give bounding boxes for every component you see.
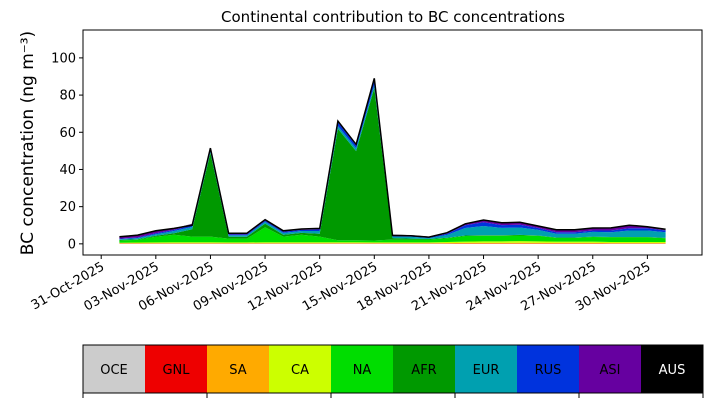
total-line-group xyxy=(119,78,666,238)
y-tick-label: 20 xyxy=(59,200,76,215)
legend-label-ca: CA xyxy=(291,363,309,378)
stacked-areas xyxy=(119,78,666,244)
legend-label-afr: AFR xyxy=(411,363,436,378)
legend-label-eur: EUR xyxy=(473,363,500,378)
area-afr xyxy=(119,88,666,241)
legend-swatch-aus xyxy=(641,345,704,393)
legend-swatch-eur xyxy=(455,345,518,393)
legend-label-sa: SA xyxy=(229,363,246,378)
total-concentration-line xyxy=(119,78,666,238)
y-tick-label: 40 xyxy=(59,163,76,178)
chart-title: Continental contribution to BC concentra… xyxy=(221,8,565,26)
legend-label-oce: OCE xyxy=(100,363,128,378)
region-colorbar: OCE GNL SA CA NA AFR EUR RUS ASI AUS xyxy=(82,344,704,398)
legend-label-asi: ASI xyxy=(600,363,621,378)
y-axis-label: BC concentration (ng m⁻³) xyxy=(18,31,38,255)
legend-swatch-sa xyxy=(207,345,270,393)
legend-swatch-rus xyxy=(517,345,580,393)
y-tick-label: 60 xyxy=(59,126,76,141)
legend-swatch-oce xyxy=(83,345,146,393)
colorbar-frame xyxy=(82,344,704,394)
area-ca xyxy=(119,241,666,244)
x-axis-ticks: 31-Oct-202503-Nov-202506-Nov-202509-Nov-… xyxy=(29,255,653,314)
legend-swatch-na xyxy=(331,345,394,393)
legend-label-gnl: GNL xyxy=(162,363,190,378)
legend-swatch-asi xyxy=(579,345,642,393)
plot-frame xyxy=(82,29,703,256)
y-tick-label: 100 xyxy=(51,51,76,66)
legend-label-na: NA xyxy=(353,363,372,378)
legend-label-rus: RUS xyxy=(535,363,562,378)
legend-swatch-gnl xyxy=(145,345,208,393)
legend-label-aus: AUS xyxy=(659,363,686,378)
y-tick-label: 80 xyxy=(59,89,76,104)
y-axis-ticks: 0 20 40 60 80 100 xyxy=(51,51,83,252)
y-tick-label: 0 xyxy=(68,237,76,252)
area-na xyxy=(119,227,666,243)
legend-swatch-afr xyxy=(393,345,456,393)
legend-swatch-ca xyxy=(269,345,332,393)
